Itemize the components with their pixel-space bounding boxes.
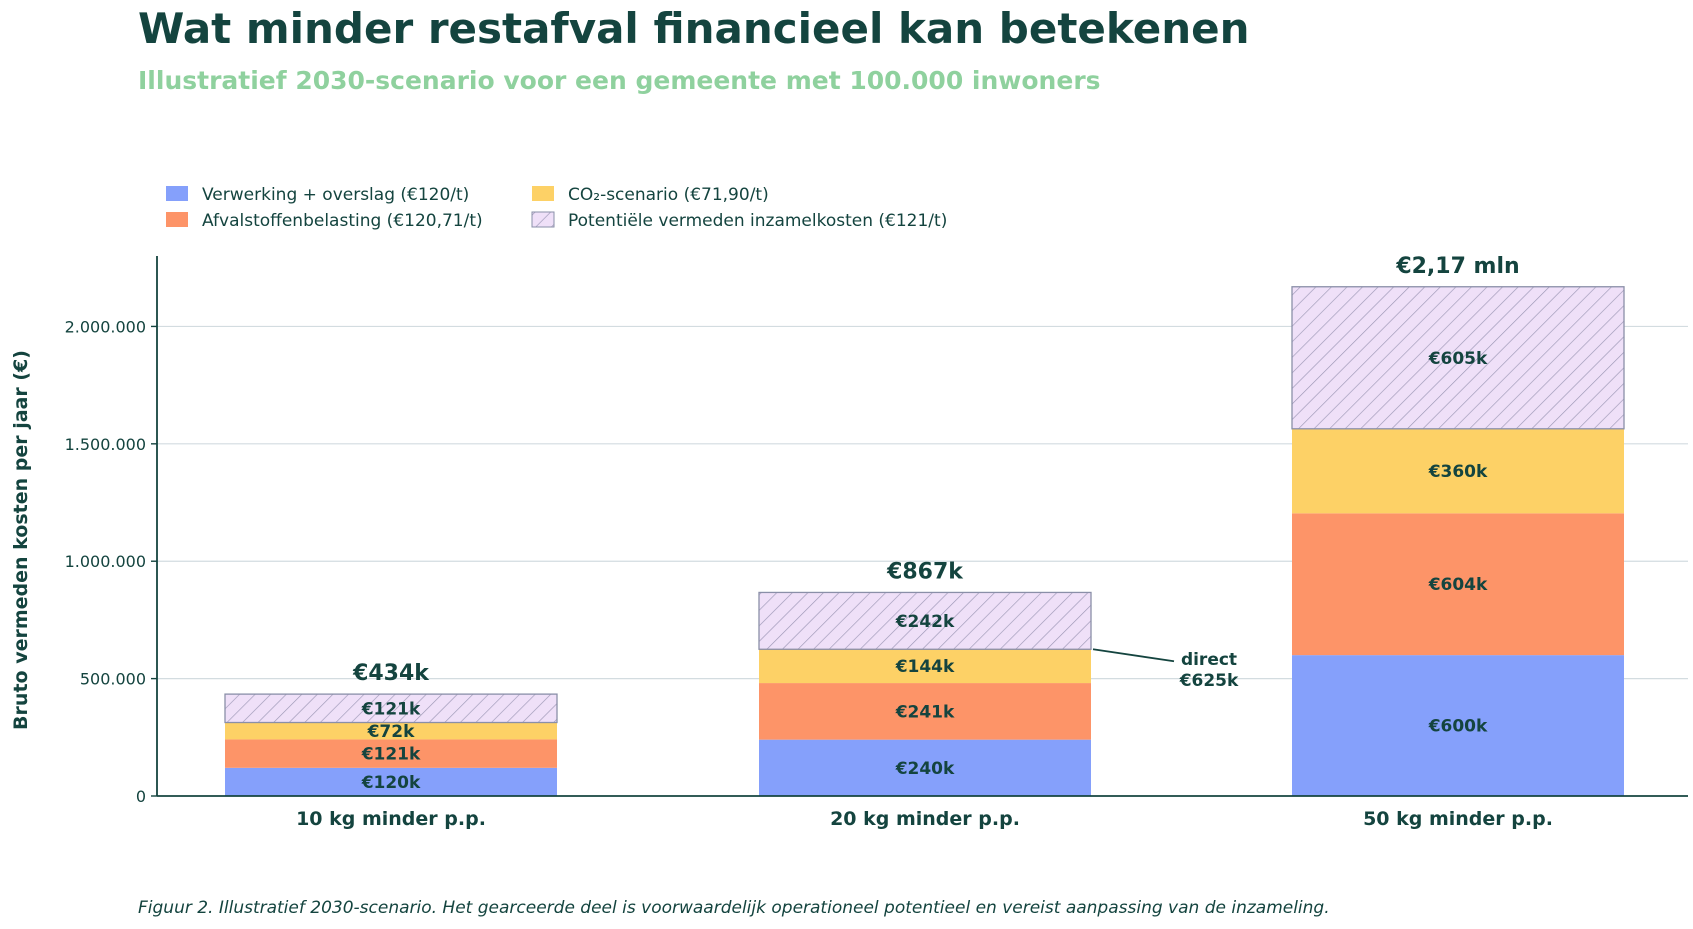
x-category-label: 20 kg minder p.p.	[830, 808, 1020, 830]
y-tick-label: 2.000.000	[65, 317, 146, 336]
bar-segment-label: €120k	[361, 773, 421, 793]
y-tick-label: 1.000.000	[65, 552, 146, 571]
bar-segment-label: €121k	[361, 745, 421, 765]
x-category-label: 50 kg minder p.p.	[1363, 808, 1553, 830]
bar-segment-label: €121k	[361, 699, 421, 719]
bar-total-label: €434k	[352, 661, 430, 686]
bar-segment-label: €600k	[1428, 717, 1488, 737]
axes: 0 500.000 1.000.000 1.500.000 2.000.000 10 kg…	[10, 256, 1688, 830]
legend-swatch	[166, 186, 188, 201]
bar-total-label: €2,17 mln	[1395, 254, 1519, 279]
bar-segment	[1292, 513, 1624, 656]
bar-segment	[758, 591, 1092, 650]
data-labels: €120k €121k €72k €121k €434k €240k €241k €144k €…	[352, 254, 1520, 793]
bar-segment-label: €242k	[895, 612, 955, 632]
y-tick-label: 1.500.000	[65, 435, 146, 454]
legend-entry-label: Potentiële vermeden inzamelkosten (€121/…	[568, 211, 947, 231]
page-subtitle: Illustratief 2030-scenario voor een geme…	[138, 66, 1101, 95]
bar-segment-label: €605k	[1428, 349, 1488, 369]
bar-segment	[224, 693, 558, 724]
y-tick-label: 500.000	[80, 670, 146, 689]
bar-segment	[759, 683, 1091, 740]
bar-segment	[225, 739, 557, 768]
y-tick-label: 0	[136, 787, 146, 806]
bar-segment-label: €241k	[895, 702, 955, 722]
bar-segment	[1291, 286, 1625, 430]
legend-swatch	[166, 212, 188, 227]
figure-caption: Figuur 2. Illustratief 2030-scenario. He…	[138, 898, 1330, 918]
legend-swatch	[532, 186, 554, 201]
bar-segment	[759, 649, 1091, 684]
bar-segment	[1292, 655, 1624, 796]
chart-legend: Verwerking + overslag (€120/t) Afvalstoff…	[166, 185, 947, 231]
legend-entry-label: Verwerking + overslag (€120/t)	[202, 185, 469, 205]
bar-total-label: €867k	[886, 559, 964, 584]
bar-segment-label: €360k	[1428, 462, 1488, 482]
legend-swatch	[531, 211, 555, 228]
annotation-line	[1092, 648, 1175, 663]
annotation-label: direct	[1181, 650, 1237, 670]
bar-segment-label: €72k	[367, 722, 415, 742]
legend-entry-label: CO₂-scenario (€71,90/t)	[568, 185, 769, 205]
bar-segment-label: €240k	[895, 759, 955, 779]
bar-segment	[759, 739, 1091, 796]
bar-segment	[225, 722, 557, 740]
page-title: Wat minder restafval financieel kan bete…	[138, 4, 1250, 53]
annotation-label: €625k	[1179, 671, 1239, 691]
bar-segment-label: €604k	[1428, 575, 1488, 595]
bar-segment-label: €144k	[895, 657, 955, 677]
bar-segment	[225, 767, 557, 796]
bars	[224, 286, 1625, 796]
legend-entry-label: Afvalstoffenbelasting (€120,71/t)	[202, 211, 483, 231]
bar-segment	[1292, 428, 1624, 514]
x-category-label: 10 kg minder p.p.	[296, 808, 486, 830]
y-axis-label: Bruto vermeden kosten per jaar (€)	[10, 350, 32, 730]
